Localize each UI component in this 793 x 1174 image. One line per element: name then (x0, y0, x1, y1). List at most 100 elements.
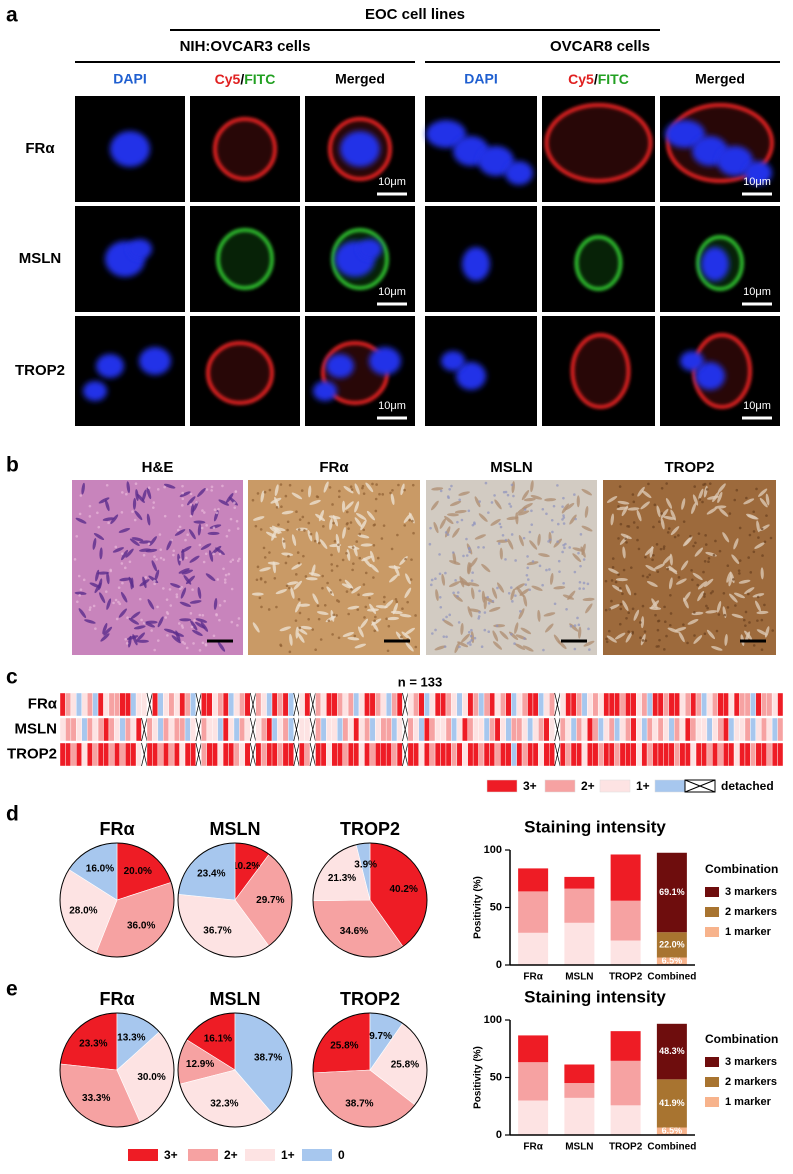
bar-segment (518, 891, 549, 933)
tissue-texture (106, 598, 112, 610)
tissue-texture (510, 483, 514, 487)
tissue-texture (405, 573, 411, 585)
x-tick-label: TROP2 (609, 972, 643, 983)
heatmap-cell (717, 692, 724, 717)
legend-label: 2 markers (725, 1076, 777, 1088)
tissue-texture (357, 626, 364, 638)
pie-outline (177, 1012, 293, 1128)
heatmap-cell (173, 692, 180, 717)
heatmap-cell (728, 717, 735, 742)
tissue-texture (319, 539, 328, 550)
image-title: H&E (142, 459, 174, 476)
panel-label: b (6, 454, 19, 477)
tissue-texture (341, 558, 345, 562)
tissue-texture (414, 614, 417, 617)
heatmap-cell (516, 717, 523, 742)
tissue-texture (281, 510, 294, 515)
heatmap-cell (331, 742, 338, 767)
heatmap-cell (440, 742, 447, 767)
tissue-texture (147, 599, 155, 610)
tissue-texture (706, 606, 709, 610)
pie-value-label: 21.3% (328, 873, 356, 884)
tissue-texture (118, 608, 127, 618)
heatmap-cell (570, 692, 577, 717)
legend-label: detached (721, 779, 774, 793)
legend-swatch (705, 887, 719, 897)
heatmap-cell (565, 742, 572, 767)
tissue-texture (288, 483, 292, 487)
tissue-texture (627, 611, 630, 615)
tissue-texture (146, 487, 152, 500)
tissue-texture (614, 632, 626, 640)
tissue-texture (235, 519, 239, 523)
tissue-texture (618, 622, 622, 626)
tissue-texture (140, 618, 143, 622)
heatmap-cell (608, 742, 615, 767)
micrograph (75, 316, 185, 426)
tissue-texture (633, 609, 640, 621)
tissue-texture (647, 482, 650, 486)
tissue-texture (290, 587, 295, 599)
tissue-texture (726, 564, 730, 567)
nucleus (680, 351, 704, 371)
tissue-texture (82, 578, 86, 582)
heatmap-cell (559, 692, 566, 717)
tissue-texture (351, 568, 354, 572)
tissue-texture (132, 497, 137, 510)
tissue-texture (714, 505, 727, 509)
tissue-texture (277, 523, 280, 526)
tissue-texture (668, 623, 672, 627)
tissue-texture (665, 634, 668, 638)
heatmap-cell (342, 692, 349, 717)
pie-value-label: 25.8% (391, 1059, 419, 1070)
tissue-texture (458, 498, 461, 502)
tissue-texture (755, 487, 758, 491)
legend-title: Combination (705, 862, 778, 876)
heatmap-cell (646, 692, 653, 717)
tissue-texture (338, 578, 342, 582)
heatmap-cell (130, 692, 137, 717)
tissue-texture (404, 627, 416, 635)
tissue-texture (438, 572, 442, 576)
heatmap-cell (505, 692, 512, 717)
tissue-texture (330, 553, 333, 557)
heatmap-cell (331, 692, 338, 717)
heatmap-cell (260, 742, 267, 767)
tissue-texture (438, 553, 441, 556)
tissue-texture (604, 579, 608, 583)
tissue-texture (354, 643, 367, 649)
tissue-texture (747, 556, 750, 559)
tissue-texture (189, 492, 193, 496)
tissue-texture (190, 504, 195, 517)
tissue-texture (189, 503, 193, 506)
tissue-texture (470, 628, 473, 632)
tissue-texture (217, 507, 220, 511)
pie-value-label: 38.7% (345, 1098, 373, 1109)
tissue-texture (664, 620, 667, 624)
tissue-texture (229, 560, 233, 563)
tissue-texture (97, 571, 110, 575)
tissue-texture (606, 635, 617, 643)
tissue-texture (717, 613, 721, 616)
heatmap-cell (744, 742, 751, 767)
heatmap-cell (228, 692, 235, 717)
tissue-texture (130, 577, 134, 590)
heatmap-cell (190, 742, 197, 767)
tissue-texture (478, 611, 481, 614)
tissue-texture (452, 591, 455, 595)
tissue-texture (458, 645, 461, 649)
heatmap-cell (157, 692, 164, 717)
heatmap-cell (755, 742, 762, 767)
heatmap-cell (184, 692, 191, 717)
tissue-texture (677, 534, 680, 537)
heatmap-cell (76, 717, 82, 742)
tissue-texture (651, 598, 658, 609)
tissue-texture (172, 553, 175, 557)
pie-value-label: 40.2% (389, 884, 417, 895)
heatmap-cell (135, 742, 142, 767)
tissue-texture (658, 520, 661, 524)
y-axis-label: Positivity (%) (473, 1046, 484, 1109)
tissue-texture (666, 531, 670, 534)
tissue-texture (744, 624, 747, 627)
histology-image (426, 480, 597, 655)
